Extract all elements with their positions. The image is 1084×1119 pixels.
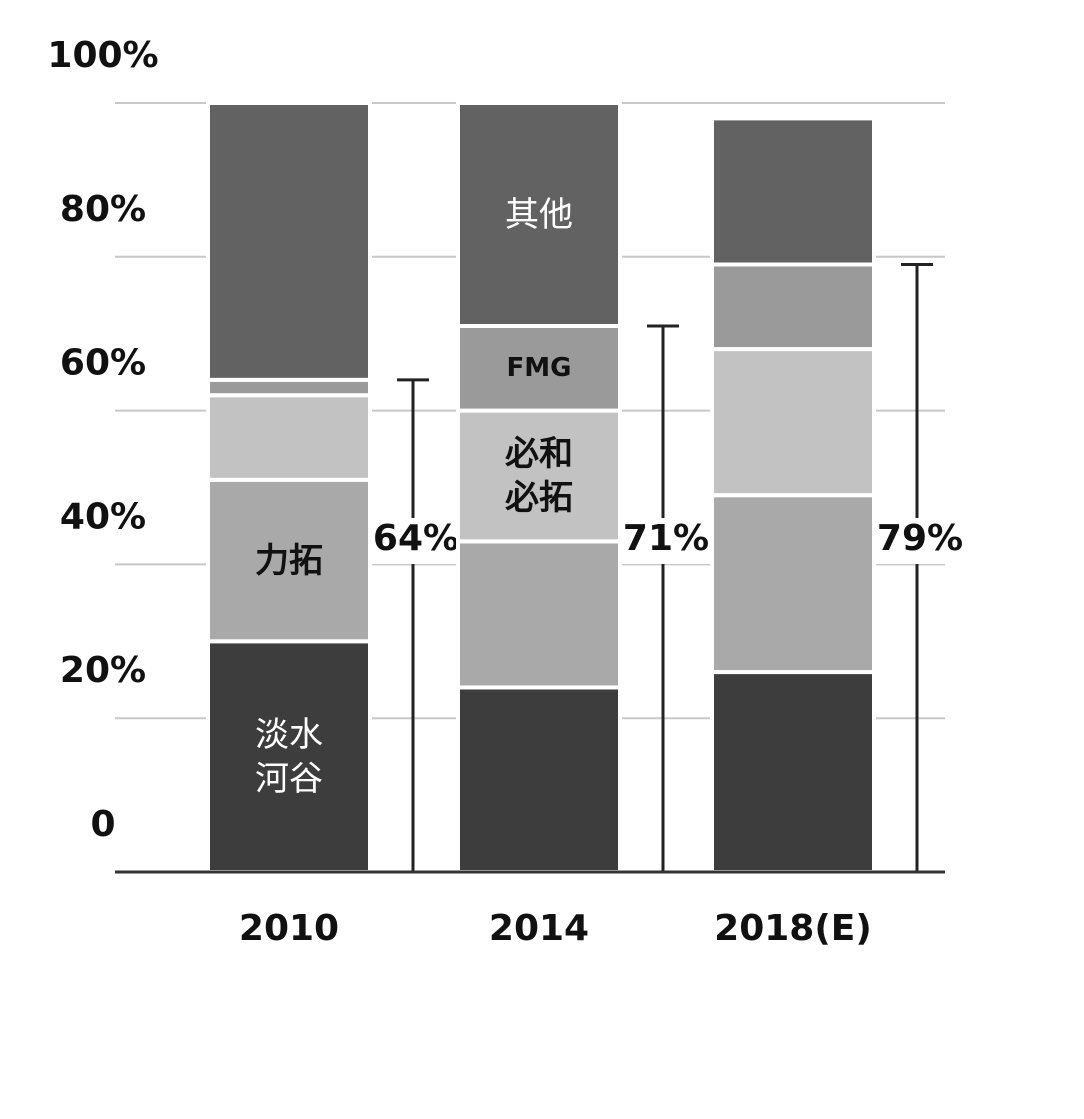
y-tick-label: 100% (47, 35, 158, 76)
segment-label: 淡水河谷 (255, 714, 323, 799)
y-tick-label: 40% (60, 496, 146, 537)
bar-segment (456, 685, 622, 874)
x-tick-label: 2010 (239, 908, 339, 949)
bar-segment (710, 670, 876, 874)
total-label-bg (618, 518, 710, 564)
segment-label: 力拓 (255, 540, 323, 581)
segment-label: FMG (506, 353, 572, 384)
y-tick-label: 20% (60, 650, 146, 691)
segment-label: 必和必拓 (505, 433, 573, 518)
bar-segment (710, 116, 876, 267)
x-tick-label: 2014 (489, 908, 589, 949)
bar-segment (206, 639, 372, 874)
segment-label: 其他 (505, 194, 573, 235)
bar-segment (710, 493, 876, 675)
total-label: 79% (877, 518, 963, 559)
bar-segment (206, 101, 372, 382)
bar-segment (456, 539, 622, 690)
bar-segment (206, 377, 372, 398)
bar-segment (710, 262, 876, 352)
total-label-bg (368, 518, 460, 564)
total-label: 71% (623, 518, 709, 559)
bar-segment (206, 393, 372, 482)
y-tick-label: 80% (60, 189, 146, 230)
bar-segment (456, 408, 622, 544)
bar-segment (206, 477, 372, 644)
total-label: 64% (373, 518, 459, 559)
bar-segment (710, 347, 876, 498)
bar-segment (456, 324, 622, 413)
y-tick-label: 60% (60, 343, 146, 384)
x-tick-label: 2018(E) (714, 908, 872, 949)
total-label-bg (872, 518, 964, 564)
bar-segment (456, 101, 622, 329)
y-tick-label: 0 (90, 804, 115, 845)
